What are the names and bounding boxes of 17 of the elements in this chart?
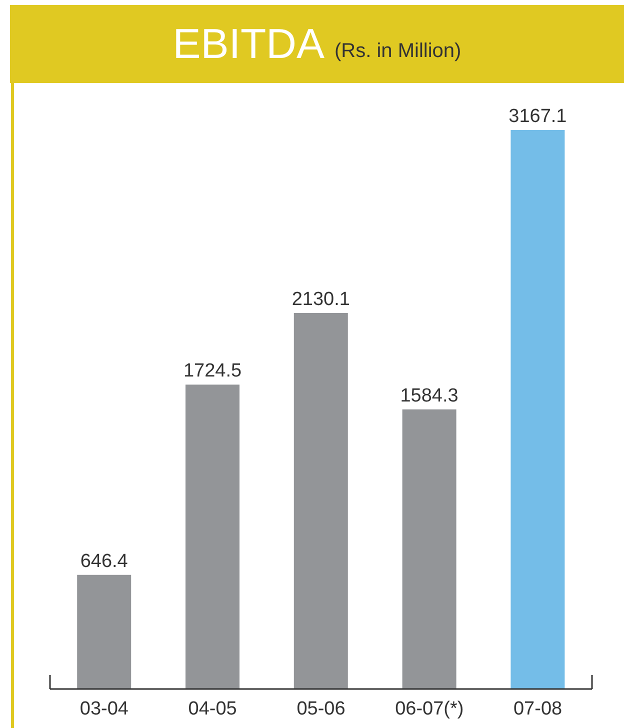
bar xyxy=(294,313,348,689)
chart-title: EBITDA xyxy=(172,20,324,68)
x-tick-label: 06-07(*) xyxy=(395,698,464,720)
bar xyxy=(402,409,456,689)
bar xyxy=(510,130,565,689)
bar xyxy=(186,384,240,689)
x-tick-label: 07-08 xyxy=(513,698,562,720)
data-label: 646.4 xyxy=(80,550,128,572)
data-label: 2130.1 xyxy=(292,289,350,310)
chart-subtitle: (Rs. in Million) xyxy=(334,40,462,62)
x-tick-label: 05-06 xyxy=(296,698,346,720)
x-tick-label: 03-04 xyxy=(80,698,129,720)
data-label: 1724.5 xyxy=(183,360,242,382)
x-tick-label: 04-05 xyxy=(188,698,237,720)
data-label: 1584.3 xyxy=(400,385,458,406)
data-label: 3167.1 xyxy=(508,106,567,127)
bar xyxy=(77,574,132,689)
